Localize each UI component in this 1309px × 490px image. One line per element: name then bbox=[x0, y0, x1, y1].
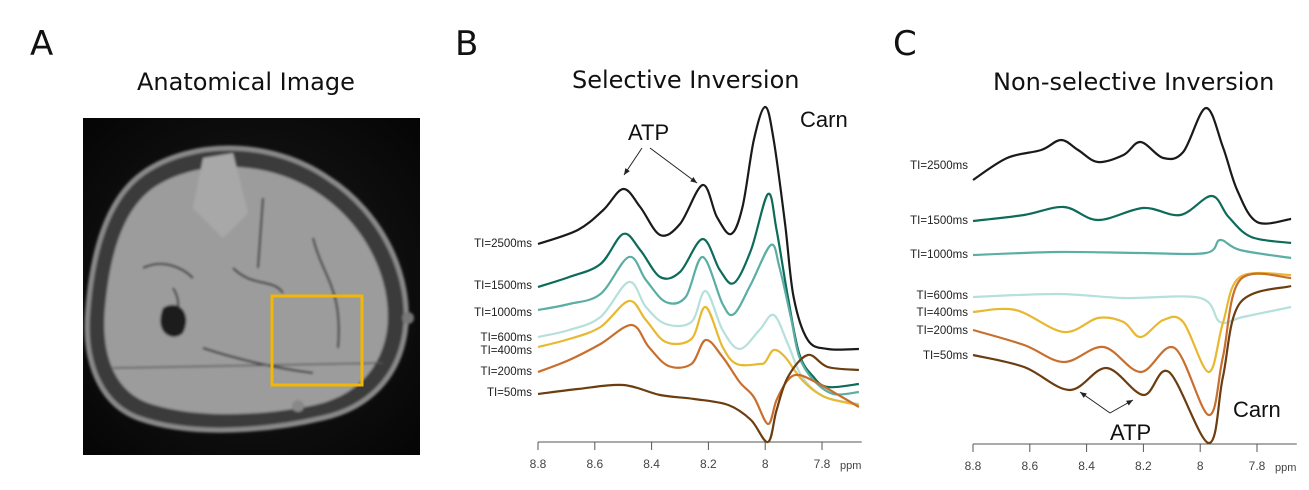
series-line-ti50ms bbox=[537, 353, 860, 444]
x-tick-label: 8.6 bbox=[586, 457, 603, 471]
series-line-ti1500ms bbox=[972, 194, 1292, 245]
roi-box bbox=[270, 294, 364, 387]
annotation-carn: Carn bbox=[1233, 397, 1281, 422]
x-tick-label: 8 bbox=[762, 457, 769, 471]
series-label: TI=1500ms bbox=[910, 215, 968, 227]
series-label: TI=400ms bbox=[917, 307, 969, 319]
series-line-ti400ms bbox=[972, 271, 1292, 374]
series-label: TI=400ms bbox=[481, 345, 533, 357]
series-label: TI=200ms bbox=[917, 325, 969, 337]
panel-a-title: Anatomical Image bbox=[137, 68, 355, 96]
x-tick-label: 8.2 bbox=[1135, 459, 1152, 473]
x-axis-label: ppm bbox=[840, 460, 861, 472]
chart-selective: 8.8 8.6 8.4 8.2 8 7.8 ppm TI=2500ms TI=1500ms TI=… bbox=[474, 105, 862, 472]
series-line-ti600ms bbox=[537, 280, 860, 406]
x-tick-label: 8 bbox=[1197, 459, 1204, 473]
panel-a-letter: A bbox=[30, 24, 54, 64]
series-label: TI=50ms bbox=[487, 387, 532, 399]
x-tick-label: 8.8 bbox=[965, 459, 982, 473]
series-line-ti600ms bbox=[972, 292, 1292, 325]
series-label: TI=50ms bbox=[923, 350, 968, 362]
series-label: TI=1000ms bbox=[474, 307, 532, 319]
arrowhead-icon bbox=[1080, 392, 1087, 398]
series-line-ti50ms bbox=[972, 284, 1292, 445]
x-tick-label: 8.2 bbox=[700, 457, 717, 471]
series-label: TI=1500ms bbox=[474, 280, 532, 292]
x-tick-label: 7.8 bbox=[1249, 459, 1266, 473]
series-label: TI=1000ms bbox=[910, 249, 968, 261]
annotation-arrow bbox=[649, 147, 698, 184]
series-line-ti2500ms bbox=[972, 106, 1292, 225]
series-line-ti1000ms bbox=[972, 238, 1292, 260]
annotation-atp: ATP bbox=[1110, 420, 1151, 445]
series-line-ti400ms bbox=[537, 299, 860, 407]
x-tick-label: 8.8 bbox=[530, 457, 547, 471]
series-label: TI=600ms bbox=[917, 290, 969, 302]
anatomical-mri-image bbox=[83, 118, 420, 455]
x-axis-label: ppm bbox=[1275, 462, 1296, 474]
chart-nonselective: 8.8 8.6 8.4 8.2 8 7.8 ppm TI=2500ms TI=1500ms TI=… bbox=[910, 106, 1297, 474]
series-label: TI=2500ms bbox=[474, 238, 532, 250]
x-tick-label: 7.8 bbox=[814, 457, 831, 471]
panel-b-title: Selective Inversion bbox=[572, 66, 800, 94]
x-tick-label: 8.6 bbox=[1021, 459, 1038, 473]
annotation-atp: ATP bbox=[628, 120, 669, 145]
x-tick-label: 8.4 bbox=[1078, 459, 1095, 473]
series-line-ti200ms bbox=[537, 323, 860, 426]
series-label: TI=600ms bbox=[481, 332, 533, 344]
panel-b-letter: B bbox=[455, 24, 479, 64]
series-line-ti2500ms bbox=[537, 105, 859, 351]
panel-c-letter: C bbox=[893, 24, 917, 64]
annotation-carn: Carn bbox=[800, 107, 848, 132]
series-line-ti200ms bbox=[972, 272, 1292, 417]
series-line-ti1500ms bbox=[537, 192, 860, 389]
series-label: TI=200ms bbox=[481, 366, 533, 378]
series-label: TI=2500ms bbox=[910, 160, 968, 172]
panel-c-title: Non-selective Inversion bbox=[993, 68, 1275, 96]
arrowhead-icon bbox=[624, 168, 630, 175]
arrowhead-icon bbox=[1126, 400, 1133, 406]
arrowhead-icon bbox=[690, 176, 697, 183]
x-tick-label: 8.4 bbox=[643, 457, 660, 471]
